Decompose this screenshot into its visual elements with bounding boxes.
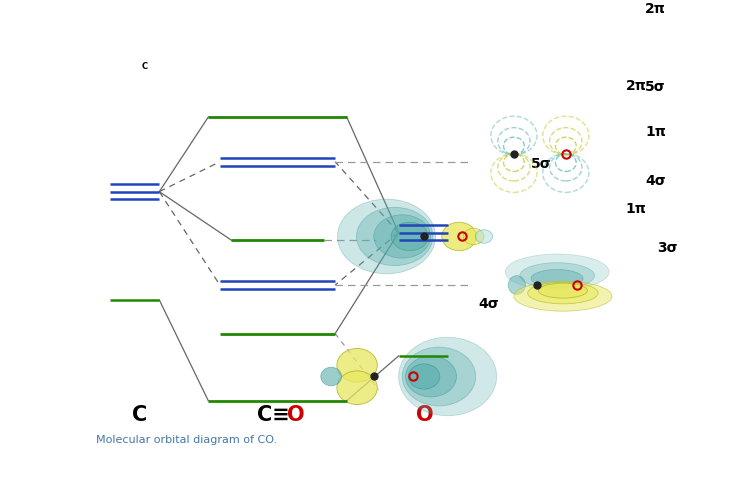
Text: 1π: 1π	[645, 125, 666, 139]
Text: C: C	[142, 62, 148, 71]
Ellipse shape	[464, 229, 484, 245]
Ellipse shape	[531, 270, 583, 288]
Text: O: O	[416, 404, 433, 424]
Text: 2π: 2π	[645, 2, 666, 16]
Text: O: O	[287, 404, 305, 424]
Ellipse shape	[520, 263, 594, 289]
Text: Molecular orbital diagram of CO.: Molecular orbital diagram of CO.	[96, 435, 277, 444]
Ellipse shape	[399, 338, 497, 416]
Text: 1π: 1π	[626, 202, 647, 215]
Ellipse shape	[527, 283, 598, 304]
Ellipse shape	[338, 200, 435, 274]
Text: 4σ: 4σ	[478, 297, 499, 311]
Ellipse shape	[373, 215, 431, 258]
Ellipse shape	[408, 364, 440, 389]
Ellipse shape	[514, 282, 612, 312]
Text: 5σ: 5σ	[645, 80, 666, 94]
Ellipse shape	[337, 349, 377, 382]
Ellipse shape	[356, 208, 433, 266]
Ellipse shape	[539, 284, 588, 299]
Ellipse shape	[508, 276, 525, 295]
Ellipse shape	[505, 255, 609, 290]
Ellipse shape	[321, 367, 341, 386]
Text: 3σ: 3σ	[657, 240, 677, 254]
Text: C≡: C≡	[257, 404, 290, 424]
Ellipse shape	[442, 223, 476, 251]
Ellipse shape	[391, 223, 429, 251]
Text: 5σ: 5σ	[530, 157, 551, 171]
Ellipse shape	[337, 371, 377, 405]
Ellipse shape	[405, 356, 457, 397]
Text: 2π: 2π	[626, 78, 647, 92]
Ellipse shape	[475, 230, 493, 243]
Ellipse shape	[403, 348, 475, 406]
Text: 4σ: 4σ	[645, 173, 666, 187]
Text: C: C	[132, 404, 147, 424]
